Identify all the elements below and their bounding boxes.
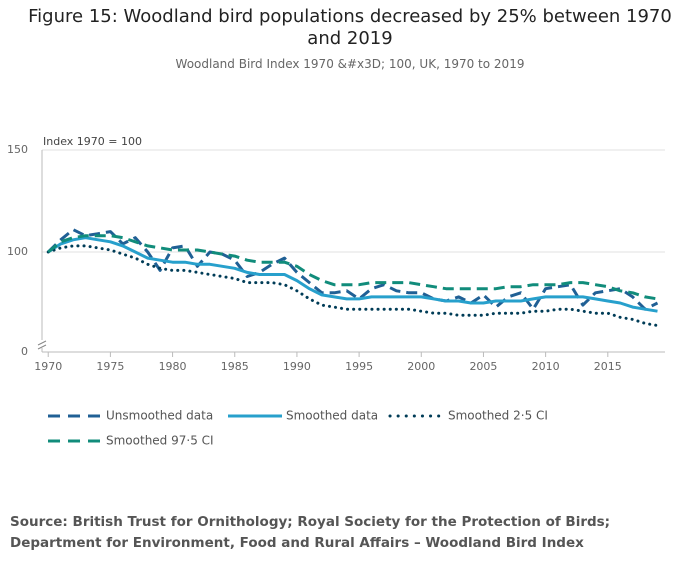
chart-subtitle: Woodland Bird Index 1970 &#x3D; 100, UK,… bbox=[175, 57, 525, 71]
legend-label: Unsmoothed data bbox=[106, 409, 213, 423]
series-line bbox=[47, 228, 659, 311]
legend-label: Smoothed 97·5 CI bbox=[106, 434, 214, 448]
legend-label: Smoothed data bbox=[286, 409, 378, 423]
series-line bbox=[47, 234, 658, 301]
x-tick-label: 1995 bbox=[345, 360, 373, 373]
x-tick-label: 2000 bbox=[407, 360, 435, 373]
series-line bbox=[47, 236, 658, 313]
y-tick-label: 100 bbox=[7, 245, 28, 258]
chart: Index 1970 = 100 0 100 150 1970 1975 1980 1985… bbox=[7, 135, 665, 448]
x-tick-label: 1990 bbox=[283, 360, 311, 373]
legend-label: Smoothed 2·5 CI bbox=[448, 409, 548, 423]
x-tick-label: 2005 bbox=[469, 360, 497, 373]
x-tick-label: 1985 bbox=[221, 360, 249, 373]
y-tick-label: 0 bbox=[21, 345, 28, 358]
axis-break bbox=[37, 340, 47, 350]
x-tick-label: 2010 bbox=[532, 360, 560, 373]
source-note: Source: British Trust for Ornithology; R… bbox=[10, 514, 611, 551]
x-tick-label: 1970 bbox=[34, 360, 62, 373]
chart-title: Figure 15: Woodland bird populations dec… bbox=[28, 6, 672, 49]
series-line bbox=[46, 244, 659, 327]
y-tick-label: 150 bbox=[7, 143, 28, 156]
x-tick-label: 1975 bbox=[96, 360, 124, 373]
x-tick-label: 2015 bbox=[594, 360, 622, 373]
x-tick-label: 1980 bbox=[159, 360, 187, 373]
y-axis-label: Index 1970 = 100 bbox=[43, 135, 142, 148]
